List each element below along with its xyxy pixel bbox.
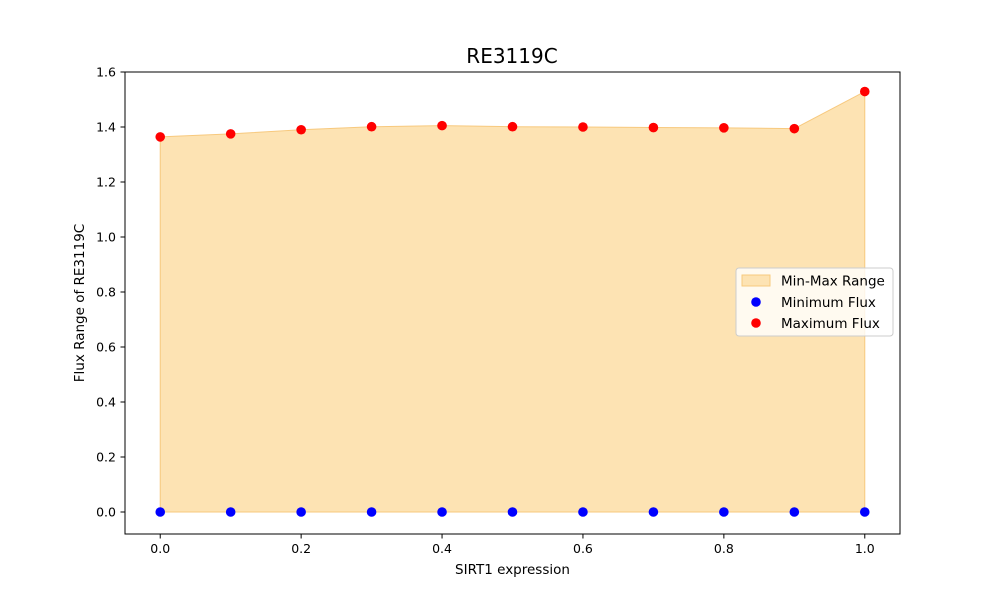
y-tick-label: 0.4 (96, 395, 116, 410)
minimum-flux-point (648, 507, 659, 517)
maximum-flux-point (789, 123, 800, 134)
legend-label-min-max-range: Min-Max Range (781, 274, 885, 290)
minimum-flux-point (789, 507, 800, 517)
maximum-flux-point (437, 120, 447, 131)
minimum-flux-point (296, 507, 306, 517)
maximum-flux-point (648, 122, 659, 133)
minimum-flux-point (155, 507, 166, 517)
minimum-flux-point (366, 507, 377, 517)
maximum-flux-point (719, 123, 729, 133)
legend-marker-minimum-flux (751, 297, 761, 307)
legend-box (735, 267, 894, 337)
x-tick-label: 0.4 (432, 541, 452, 556)
x-axis-ticks: 0.0 0.2 0.4 0.6 0.8 1.0 (150, 534, 875, 556)
y-tick-label: 1.2 (96, 175, 116, 190)
minimum-flux-point (437, 507, 447, 517)
x-tick-label: 0.8 (714, 541, 734, 556)
x-tick-label: 1.0 (855, 541, 875, 556)
points-layer (155, 86, 870, 517)
y-tick-label: 0.2 (96, 450, 116, 465)
minimum-flux-point (859, 507, 870, 517)
x-axis-label: SIRT1 expression (455, 562, 570, 578)
y-tick-label: 0.8 (96, 285, 116, 300)
y-axis-label: Flux Range of RE3119C (72, 224, 88, 382)
legend-marker-maximum-flux (751, 318, 761, 328)
legend-label-maximum-flux: Maximum Flux (781, 316, 880, 332)
x-tick-label: 0.0 (150, 541, 170, 556)
x-tick-label: 0.6 (573, 541, 593, 556)
maximum-flux-point (225, 129, 236, 139)
y-axis-ticks: 0.0 0.2 0.4 0.6 0.8 1.0 1.2 1.4 1.6 (96, 65, 125, 520)
chart-title: RE3119C (466, 44, 557, 68)
maximum-flux-point (296, 124, 306, 135)
maximum-flux-point (507, 121, 518, 132)
y-tick-label: 1.4 (96, 120, 116, 135)
y-tick-label: 0.0 (96, 505, 116, 520)
legend: Min-Max Range Minimum Flux Maximum Flux (735, 267, 894, 337)
legend-swatch-min-max-range (741, 274, 771, 287)
minimum-flux-point (719, 507, 729, 517)
plot-frame (124, 71, 901, 535)
y-tick-label: 1.0 (96, 230, 116, 245)
maximum-flux-point (366, 121, 377, 132)
y-tick-label: 0.6 (96, 340, 116, 355)
x-tick-label: 0.2 (291, 541, 311, 556)
maximum-flux-point (155, 132, 166, 142)
minimum-flux-point (578, 507, 588, 517)
maximum-flux-point (578, 122, 588, 132)
minimum-flux-point (225, 507, 236, 517)
maximum-flux-point (859, 86, 870, 97)
minimum-flux-point (507, 507, 518, 517)
y-tick-label: 1.6 (96, 65, 116, 80)
legend-label-minimum-flux: Minimum Flux (781, 295, 876, 311)
